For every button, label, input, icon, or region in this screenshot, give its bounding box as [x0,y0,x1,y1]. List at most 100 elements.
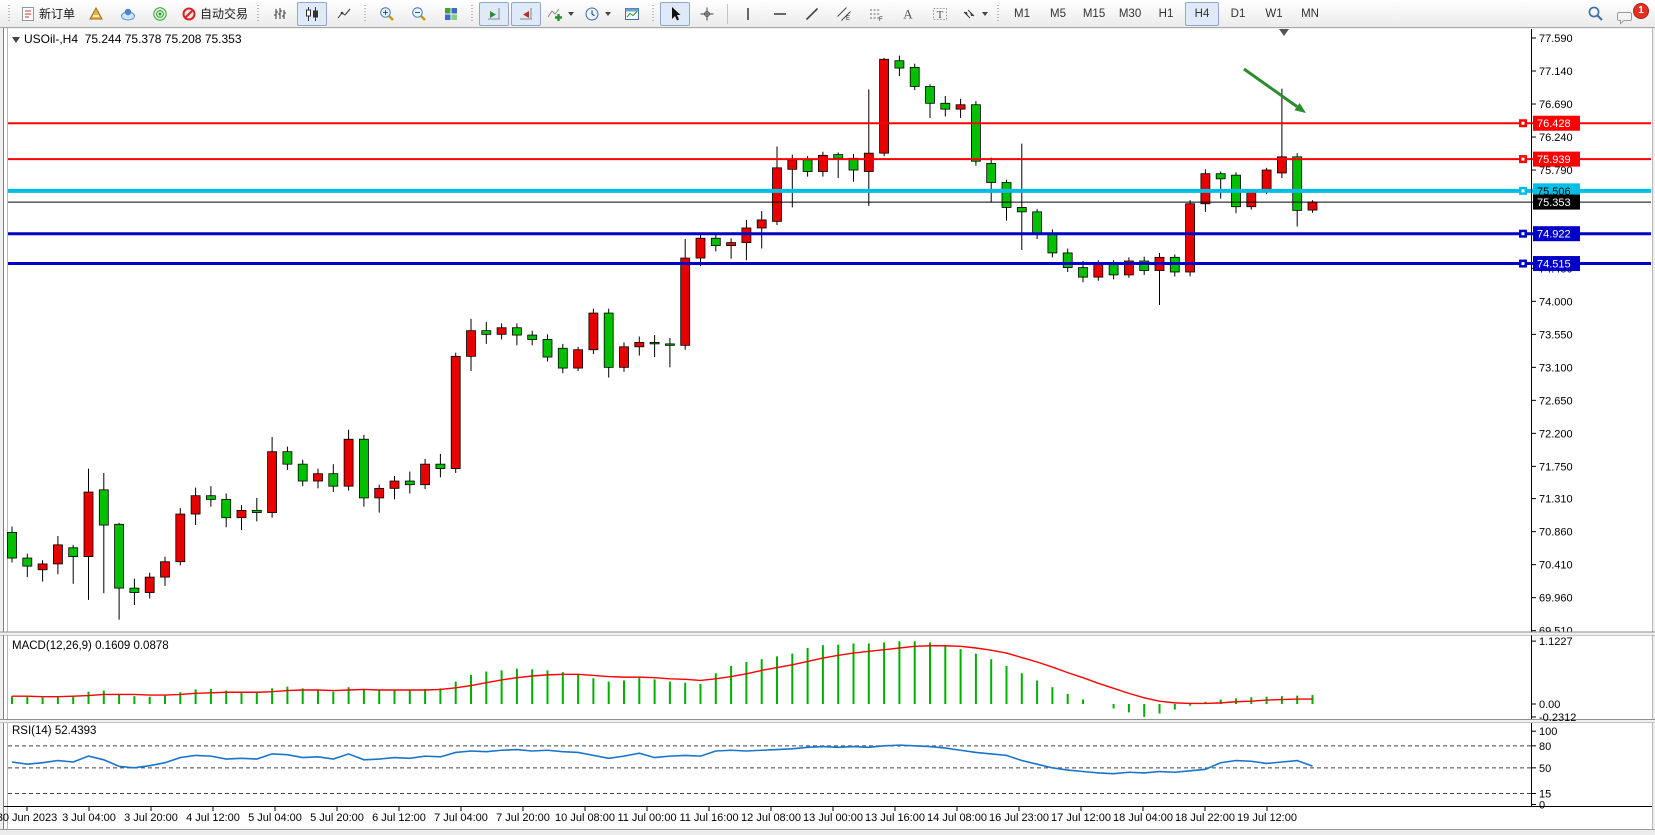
chart-title: USOil-,H4 75.244 75.378 75.208 75.353 [12,32,242,46]
bar-chart-icon [272,6,288,22]
timeframe-m15-button[interactable]: M15 [1082,7,1106,20]
timeframe-m1-button[interactable]: M1 [1014,7,1031,20]
toolbar-grip[interactable] [7,4,12,23]
svg-text:11 Jul 16:00: 11 Jul 16:00 [679,812,738,824]
svg-text:74.922: 74.922 [1537,229,1571,241]
collapse-triangle-icon[interactable] [12,36,20,43]
price-badge-76.428 [1533,115,1580,131]
ohlc-high: 75.378 [124,32,162,46]
text-button[interactable]: A [893,2,923,26]
zoom-out-button[interactable] [404,2,434,26]
candle-body [1261,169,1272,192]
svg-text:77.590: 77.590 [1539,33,1573,45]
candle-body [175,513,186,563]
svg-text:30 Jun 2023: 30 Jun 2023 [0,812,57,824]
candle-body [1307,201,1318,211]
new-order-icon [20,6,36,22]
zoom-out-icon [411,6,427,22]
candle-body [297,463,308,482]
candle-body [1277,156,1287,174]
candle-body [420,463,431,486]
tile-windows-button[interactable] [436,2,466,26]
chart-background[interactable] [4,29,1653,829]
chart-shift-button[interactable] [511,1,542,26]
candle-body [787,159,798,170]
candle-body [1016,207,1027,213]
timeframe-h4-button[interactable]: H4 [1185,1,1220,26]
candle-body [343,438,354,487]
price-badge-75.939 [1533,151,1580,167]
horizontal-line-button[interactable] [765,2,795,26]
signals-button[interactable] [145,2,175,26]
vertical-line-button[interactable] [733,2,763,26]
timeframe-mn-button[interactable]: MN [1301,7,1319,20]
timeframe-group: M1 M5 M15 M30 H1 H4 D1 W1 MN [1004,1,1328,26]
svg-text:7 Jul 20:00: 7 Jul 20:00 [496,812,550,824]
periods-dropdown-caret [605,11,612,16]
candle-body [986,163,997,183]
periods-button[interactable] [580,2,615,26]
timeframe-d1-button[interactable]: D1 [1230,7,1246,20]
bar-chart-button[interactable] [265,2,295,26]
svg-text:11 Jul 00:00: 11 Jul 00:00 [617,812,676,824]
timeframe-m5-button[interactable]: M5 [1050,7,1067,20]
auto-scroll-button[interactable] [479,1,510,26]
candle-body [129,587,140,593]
community-button[interactable] [113,2,143,26]
svg-text:71.310: 71.310 [1539,494,1573,506]
auto-trading-button[interactable]: 自动交易 [177,2,252,26]
indicators-button[interactable] [543,2,578,26]
rsi-indicator-label: RSI(14) 52.4393 [12,725,97,737]
line-chart-button[interactable] [329,2,359,26]
profiles-button[interactable] [81,2,111,26]
svg-text:5 Jul 20:00: 5 Jul 20:00 [310,812,364,824]
new-order-button[interactable]: 新订单 [16,2,79,26]
candle-body [190,495,201,515]
ohlc-low: 75.208 [164,32,202,46]
candlestick-chart-button[interactable] [297,1,328,26]
chart-settings-button[interactable] [617,2,647,26]
svg-text:5 Jul 04:00: 5 Jul 04:00 [248,812,302,824]
search-button[interactable] [1580,2,1610,26]
timeframe-m30-button[interactable]: M30 [1118,7,1142,20]
auto-scroll-icon [486,6,502,22]
trendline-button[interactable] [797,2,827,26]
text-label-button[interactable]: T [925,2,955,26]
rsi-line [11,744,1313,775]
svg-text:18 Jul 22:00: 18 Jul 22:00 [1175,812,1235,824]
svg-text:4 Jul 12:00: 4 Jul 12:00 [186,812,240,824]
svg-text:75.790: 75.790 [1539,165,1573,177]
svg-text:T: T [937,9,944,21]
timeframe-h1-button[interactable]: H1 [1158,7,1174,20]
svg-text:73.550: 73.550 [1539,329,1573,341]
arrow-annotation[interactable] [1243,67,1306,113]
candle-body [144,576,155,593]
candle-body [1047,233,1058,254]
svg-text:71.750: 71.750 [1539,461,1573,473]
arrows-tool-button[interactable] [957,2,992,26]
time-axis[interactable]: 30 Jun 2023 3 Jul 04:00 3 Jul 20:00 4 Jul 1… [0,806,1297,824]
timeframe-w1-button[interactable]: W1 [1265,7,1283,20]
cursor-button[interactable] [660,1,691,26]
zoom-in-icon [379,6,395,22]
candle-body [818,154,828,172]
svg-text:50: 50 [1539,763,1551,775]
chart-canvas[interactable]: 77.59077.14076.69076.24075.79074.45074.0… [0,28,1655,835]
candle-body [619,346,629,368]
crosshair-button[interactable] [692,2,722,26]
macd-values: 0.1609 0.0878 [95,640,169,652]
macd-indicator-label: MACD(12,26,9) 0.1609 0.0878 [12,640,169,652]
candle-body [481,330,492,335]
zoom-in-button[interactable] [372,2,402,26]
fibonacci-button[interactable]: F [861,2,891,26]
cloud-user-icon [120,6,136,22]
channel-button[interactable]: E [829,2,859,26]
chart-window[interactable]: 77.59077.14076.69076.24075.79074.45074.0… [0,28,1655,835]
candle-body [251,509,262,513]
chart-shift-marker[interactable] [1279,29,1289,36]
notifications-button[interactable]: 1 [1612,1,1650,27]
candle-body [710,237,721,246]
candle-body [1185,203,1195,273]
svg-text:73.100: 73.100 [1539,362,1573,374]
candle-body [22,557,33,567]
